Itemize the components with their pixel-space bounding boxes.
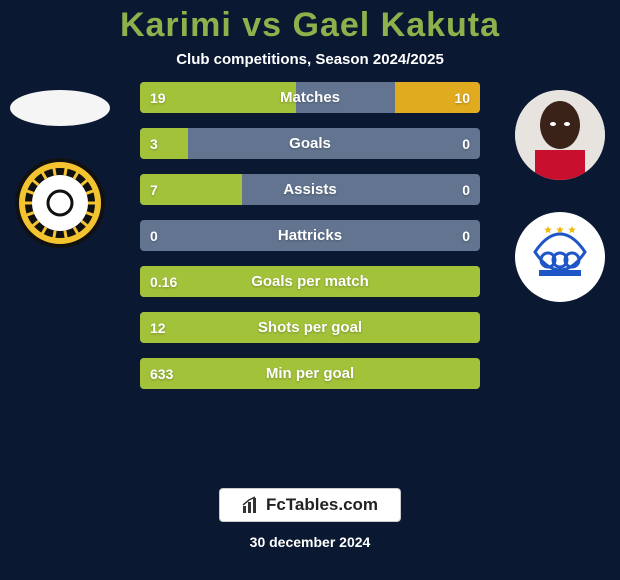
stat-value-right: 0 [462, 228, 470, 244]
stat-value-right: 0 [462, 182, 470, 198]
fctables-logo: FcTables.com [219, 488, 401, 522]
stat-value-right: 0 [462, 136, 470, 152]
stat-label: Min per goal [140, 365, 480, 382]
stat-label: Hattricks [140, 227, 480, 244]
comparison-card: Karimi vs Gael Kakuta Club competitions,… [0, 0, 620, 580]
stat-value-right: 10 [454, 90, 470, 106]
left-club-badge [15, 158, 105, 248]
chart-icon [242, 496, 260, 514]
stat-row: 19Matches10 [140, 82, 480, 113]
stat-label: Goals [140, 135, 480, 152]
stats-area: 19Matches103Goals07Assists00Hattricks00.… [0, 82, 620, 482]
stat-row: 7Assists0 [140, 174, 480, 205]
stat-row: 3Goals0 [140, 128, 480, 159]
stat-row: 0Hattricks0 [140, 220, 480, 251]
stat-label: Goals per match [140, 273, 480, 290]
right-player-avatar [515, 90, 605, 180]
stat-label: Shots per goal [140, 319, 480, 336]
right-player-column [510, 90, 610, 302]
left-player-avatar-placeholder [10, 90, 110, 126]
date-text: 30 december 2024 [250, 534, 371, 550]
stat-label: Assists [140, 181, 480, 198]
stat-label: Matches [140, 89, 480, 106]
stat-row: 0.16Goals per match [140, 266, 480, 297]
subtitle: Club competitions, Season 2024/2025 [176, 51, 444, 68]
left-player-column [10, 90, 110, 248]
stat-bars: 19Matches103Goals07Assists00Hattricks00.… [140, 82, 480, 389]
right-club-badge [515, 212, 605, 302]
stat-row: 633Min per goal [140, 358, 480, 389]
stat-row: 12Shots per goal [140, 312, 480, 343]
page-title: Karimi vs Gael Kakuta [120, 6, 500, 45]
logo-text: FcTables.com [266, 495, 378, 515]
